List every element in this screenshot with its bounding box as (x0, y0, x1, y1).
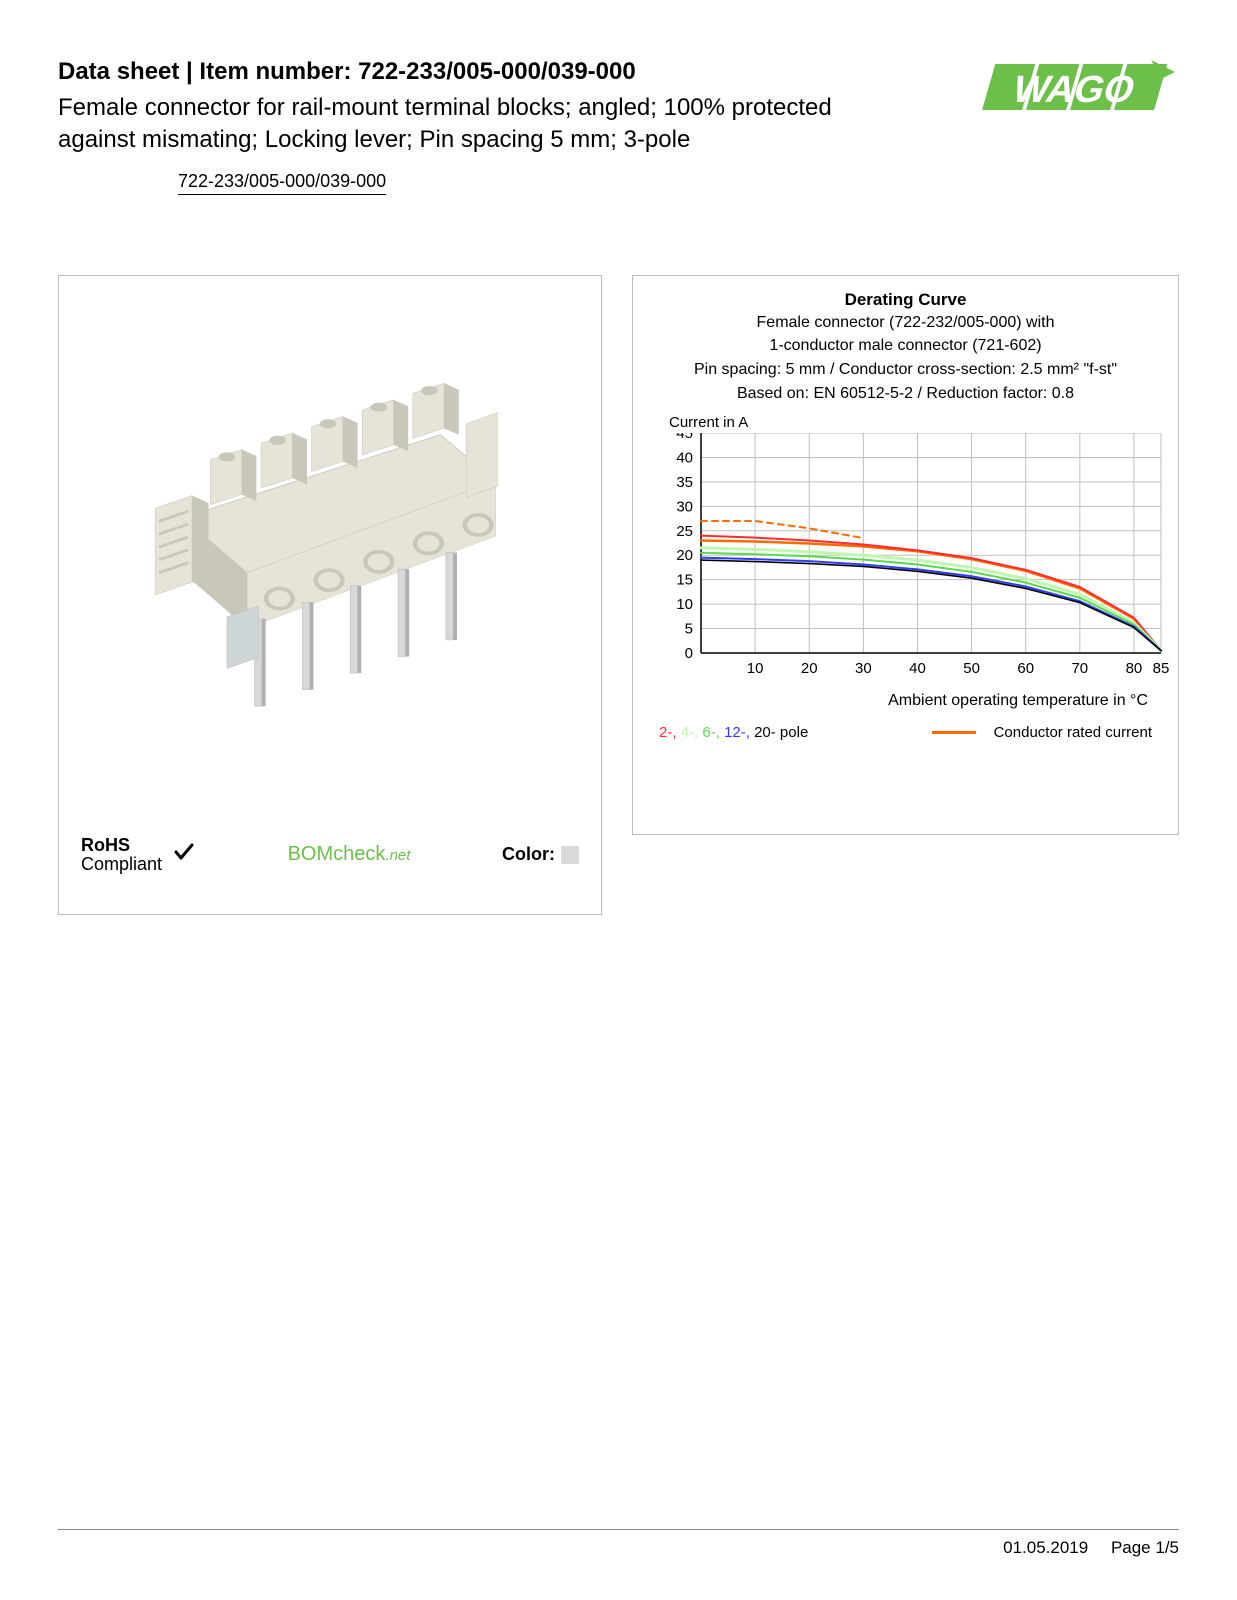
footer-page: Page 1/5 (1111, 1538, 1179, 1557)
svg-text:50: 50 (963, 660, 980, 677)
chart-subtitle-3: Pin spacing: 5 mm / Conductor cross-sect… (651, 359, 1160, 381)
chart-x-label: Ambient operating temperature in °C (651, 692, 1148, 710)
chart-y-label: Current in A (669, 414, 1160, 431)
svg-text:85: 85 (1153, 660, 1170, 677)
svg-text:30: 30 (855, 660, 872, 677)
derating-chart-panel: Derating Curve Female connector (722-232… (632, 275, 1179, 835)
color-swatch (561, 846, 579, 864)
svg-text:35: 35 (676, 474, 693, 491)
header: Data sheet | Item number: 722-233/005-00… (58, 58, 1179, 195)
bomcheck-suffix: .net (385, 847, 410, 864)
svg-text:40: 40 (676, 450, 693, 467)
footer-date: 01.05.2019 (1003, 1538, 1088, 1557)
svg-text:20: 20 (801, 660, 818, 677)
svg-text:30: 30 (676, 498, 693, 515)
chart-subtitle-4: Based on: EN 60512-5-2 / Reduction facto… (651, 383, 1160, 405)
rohs-line2: Compliant (81, 855, 162, 874)
svg-text:10: 10 (676, 596, 693, 613)
title-item-number: 722-233/005-000/039-000 (358, 58, 636, 85)
legend-rated-label: Conductor rated current (994, 724, 1152, 741)
item-number-link[interactable]: 722-233/005-000/039-000 (178, 171, 386, 195)
product-description: Female connector for rail-mount terminal… (58, 92, 878, 157)
svg-text:0: 0 (685, 645, 693, 662)
color-label: Color: (502, 844, 555, 865)
legend-pole-2: 2-, (659, 724, 681, 741)
legend-poles-suffix: pole (776, 724, 809, 741)
chart-subtitle-1: Female connector (722-232/005-000) with (651, 312, 1160, 334)
svg-text:60: 60 (1017, 660, 1034, 677)
product-image (59, 276, 601, 796)
svg-text:45: 45 (676, 433, 693, 442)
bomcheck-main: BOMcheck (288, 843, 386, 865)
page-footer: 01.05.2019 Page 1/5 (58, 1529, 1179, 1558)
svg-text:20: 20 (676, 547, 693, 564)
legend-poles: 2-, 4-, 6-, 12-, 20- pole (659, 724, 808, 741)
page-title: Data sheet | Item number: 722-233/005-00… (58, 58, 878, 86)
legend-pole-12: 12-, (724, 724, 754, 741)
chart-title: Derating Curve (651, 290, 1160, 310)
check-icon (172, 840, 196, 869)
chart-legend: 2-, 4-, 6-, 12-, 20- pole Conductor rate… (651, 724, 1160, 741)
svg-text:15: 15 (676, 572, 693, 589)
brand-logo: WAGO (979, 58, 1179, 123)
svg-text:25: 25 (676, 523, 693, 540)
legend-pole-20: 20- (754, 724, 776, 741)
svg-text:10: 10 (747, 660, 764, 677)
svg-text:70: 70 (1071, 660, 1088, 677)
chart-subtitle-2: 1-conductor male connector (721-602) (651, 335, 1160, 357)
svg-text:40: 40 (909, 660, 926, 677)
legend-pole-6: 6-, (702, 724, 724, 741)
svg-text:80: 80 (1126, 660, 1143, 677)
svg-text:5: 5 (685, 621, 693, 638)
title-prefix: Data sheet | Item number: (58, 58, 358, 85)
color-indicator: Color: (502, 844, 579, 865)
legend-pole-4: 4-, (681, 724, 703, 741)
svg-text:WAGO: WAGO (1008, 69, 1140, 111)
rohs-badge: RoHS Compliant (81, 836, 196, 874)
derating-chart: 0 5 10 15 20 25 30 35 40 45 10 20 30 40 50 60 70 80 85 (651, 433, 1171, 683)
legend-rated-line (932, 731, 976, 734)
product-image-panel: RoHS Compliant BOMcheck.net Color: (58, 275, 602, 915)
rohs-line1: RoHS (81, 836, 162, 855)
bomcheck-logo: BOMcheck.net (288, 843, 411, 866)
